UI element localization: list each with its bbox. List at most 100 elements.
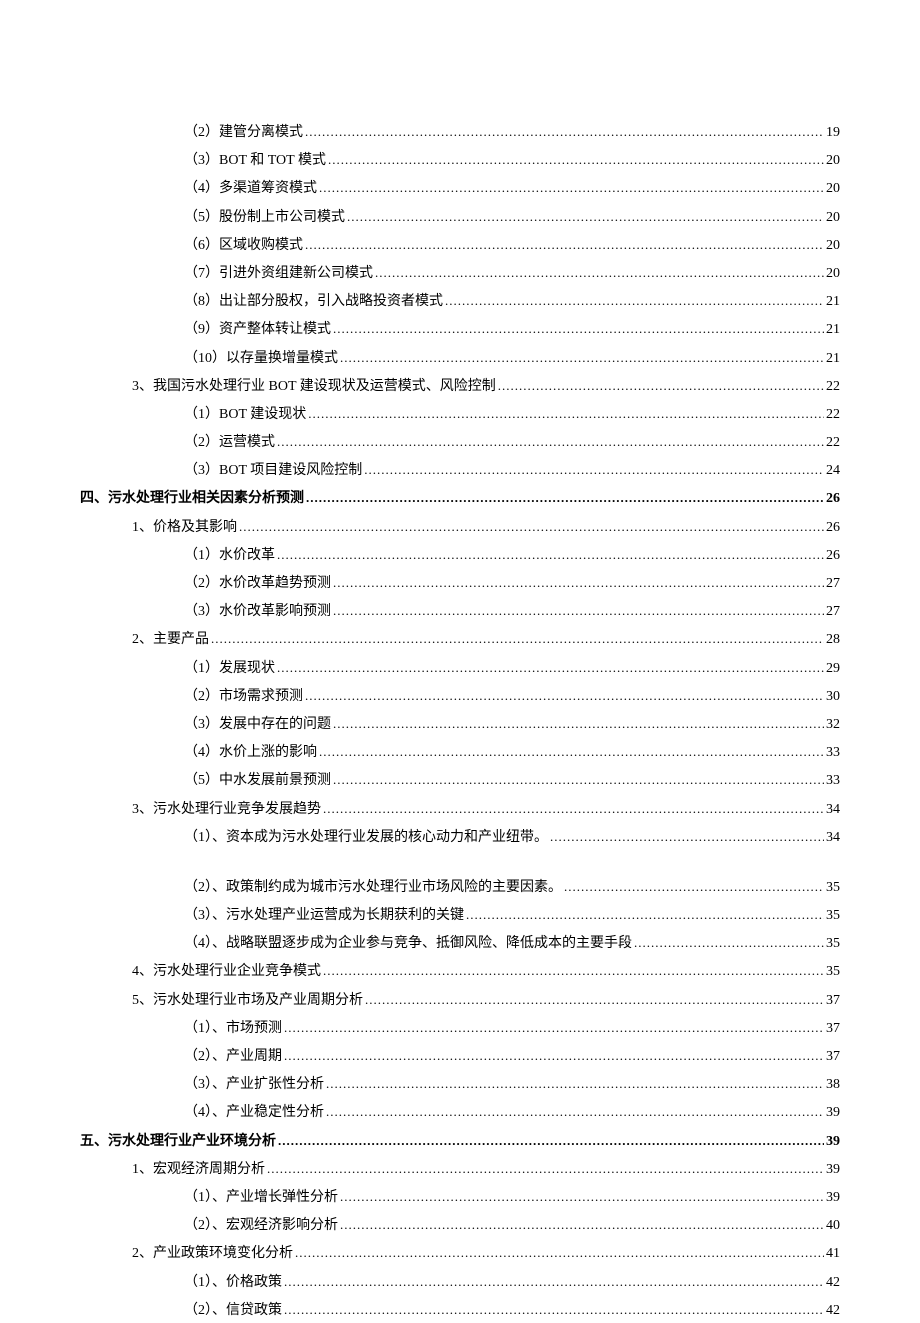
toc-entry-label: （3）BOT 和 TOT 模式	[184, 148, 326, 173]
toc-entry: （1）、价格政策 42	[80, 1270, 840, 1295]
toc-entry: （4）、产业稳定性分析39	[80, 1100, 840, 1125]
toc-entry: 2、主要产品28	[80, 627, 840, 652]
toc-entry: 五、污水处理行业产业环境分析39	[80, 1129, 840, 1154]
toc-entry: 4、污水处理行业企业竞争模式35	[80, 959, 840, 984]
toc-entry-page: 39	[826, 1185, 840, 1210]
toc-leader-dots	[340, 1185, 824, 1210]
toc-entry-label: 2、产业政策环境变化分析	[132, 1241, 293, 1266]
toc-entry: （4）水价上涨的影响 33	[80, 740, 840, 765]
toc-entry-page: 20	[826, 233, 840, 258]
toc-entry-page: 20	[826, 176, 840, 201]
toc-leader-dots	[550, 825, 824, 850]
toc-entry-page: 42	[826, 1270, 840, 1295]
toc-entry-label: （5）股份制上市公司模式	[184, 205, 345, 230]
toc-entry: （1）、产业增长弹性分析39	[80, 1185, 840, 1210]
toc-leader-dots	[340, 1213, 824, 1238]
toc-entry-page: 29	[826, 656, 840, 681]
toc-entry-label: （10）以存量换增量模式	[184, 346, 338, 371]
toc-entry-label: （2）水价改革趋势预测	[184, 571, 331, 596]
toc-entry-label: （4）、产业稳定性分析	[184, 1100, 324, 1125]
table-of-contents: （2）建管分离模式19 （3）BOT 和 TOT 模式 20 （4）多渠道筹资模式 20…	[80, 120, 840, 1323]
toc-entry: （2）、宏观经济影响分析 40	[80, 1213, 840, 1238]
toc-entry-page: 26	[826, 543, 840, 568]
toc-entry-label: （2）、产业周期	[184, 1044, 282, 1069]
toc-leader-dots	[364, 458, 824, 483]
toc-entry: （5）股份制上市公司模式 20	[80, 205, 840, 230]
toc-entry-label: （7）引进外资组建新公司模式	[184, 261, 373, 286]
toc-leader-dots	[333, 599, 824, 624]
toc-leader-dots	[308, 402, 824, 427]
toc-entry-label: （4）多渠道筹资模式	[184, 176, 317, 201]
toc-entry-page: 33	[826, 740, 840, 765]
toc-leader-dots	[277, 543, 824, 568]
toc-leader-dots	[295, 1241, 824, 1266]
toc-entry: （3）水价改革影响预测27	[80, 599, 840, 624]
toc-leader-dots	[267, 1157, 824, 1182]
toc-entry: （4）多渠道筹资模式 20	[80, 176, 840, 201]
toc-entry-page: 34	[826, 825, 840, 850]
toc-entry: （2）建管分离模式19	[80, 120, 840, 145]
toc-leader-dots	[326, 1072, 824, 1097]
toc-entry-label: （4）水价上涨的影响	[184, 740, 317, 765]
toc-entry-label: （3）、产业扩张性分析	[184, 1072, 324, 1097]
toc-entry: （2）、信贷政策42	[80, 1298, 840, 1323]
toc-leader-dots	[306, 486, 824, 511]
toc-entry-page: 32	[826, 712, 840, 737]
toc-leader-dots	[323, 797, 824, 822]
toc-entry-page: 27	[826, 571, 840, 596]
toc-leader-dots	[305, 684, 824, 709]
toc-entry-page: 41	[826, 1241, 840, 1266]
toc-leader-dots	[466, 903, 824, 928]
toc-entry: （1）发展现状 29	[80, 656, 840, 681]
toc-entry-label: 3、污水处理行业竞争发展趋势	[132, 797, 321, 822]
toc-leader-dots	[305, 120, 824, 145]
toc-entry: 1、价格及其影响26	[80, 515, 840, 540]
toc-entry-page: 19	[826, 120, 840, 145]
toc-entry-label: （1）发展现状	[184, 656, 275, 681]
toc-entry-page: 20	[826, 148, 840, 173]
toc-entry-page: 35	[826, 931, 840, 956]
toc-entry-page: 28	[826, 627, 840, 652]
toc-entry: （1）BOT 建设现状 22	[80, 402, 840, 427]
toc-entry: （10）以存量换增量模式 21	[80, 346, 840, 371]
toc-entry-label: 3、我国污水处理行业 BOT 建设现状及运营模式、风险控制	[132, 374, 496, 399]
toc-leader-dots	[284, 1270, 824, 1295]
toc-entry-label: （1）、价格政策	[184, 1270, 282, 1295]
toc-entry-page: 35	[826, 959, 840, 984]
toc-entry-page: 39	[826, 1157, 840, 1182]
toc-entry: 5、污水处理行业市场及产业周期分析 37	[80, 988, 840, 1013]
toc-leader-dots	[564, 875, 824, 900]
toc-entry: （3）BOT 和 TOT 模式 20	[80, 148, 840, 173]
toc-entry-label: （3）发展中存在的问题	[184, 712, 331, 737]
toc-entry-page: 40	[826, 1213, 840, 1238]
toc-entry-page: 21	[826, 317, 840, 342]
toc-entry-label: （3）BOT 项目建设风险控制	[184, 458, 362, 483]
toc-leader-dots	[445, 289, 824, 314]
toc-entry: （4）、战略联盟逐步成为企业参与竞争、抵御风险、降低成本的主要手段35	[80, 931, 840, 956]
toc-entry-label: 五、污水处理行业产业环境分析	[80, 1129, 276, 1154]
toc-entry-page: 38	[826, 1072, 840, 1097]
toc-entry-page: 37	[826, 988, 840, 1013]
toc-entry: （1）、资本成为污水处理行业发展的核心动力和产业纽带。34	[80, 825, 840, 850]
toc-entry-page: 35	[826, 875, 840, 900]
toc-entry: （3）发展中存在的问题 32	[80, 712, 840, 737]
toc-entry-page: 35	[826, 903, 840, 928]
toc-entry-label: （8）出让部分股权，引入战略投资者模式	[184, 289, 443, 314]
toc-entry-page: 26	[826, 486, 840, 511]
toc-entry-label: （2）、宏观经济影响分析	[184, 1213, 338, 1238]
toc-leader-dots	[340, 346, 824, 371]
toc-entry-page: 21	[826, 346, 840, 371]
toc-entry: （7）引进外资组建新公司模式20	[80, 261, 840, 286]
toc-entry: （8）出让部分股权，引入战略投资者模式21	[80, 289, 840, 314]
toc-entry-page: 42	[826, 1298, 840, 1323]
toc-leader-dots	[333, 712, 824, 737]
toc-entry-label: 5、污水处理行业市场及产业周期分析	[132, 988, 363, 1013]
toc-spacer	[80, 853, 840, 875]
toc-entry-page: 20	[826, 205, 840, 230]
toc-entry-label: （2）市场需求预测	[184, 684, 303, 709]
toc-leader-dots	[365, 988, 824, 1013]
toc-entry-page: 22	[826, 374, 840, 399]
toc-entry-page: 22	[826, 402, 840, 427]
toc-entry-label: 1、宏观经济周期分析	[132, 1157, 265, 1182]
toc-entry-label: （1）BOT 建设现状	[184, 402, 306, 427]
